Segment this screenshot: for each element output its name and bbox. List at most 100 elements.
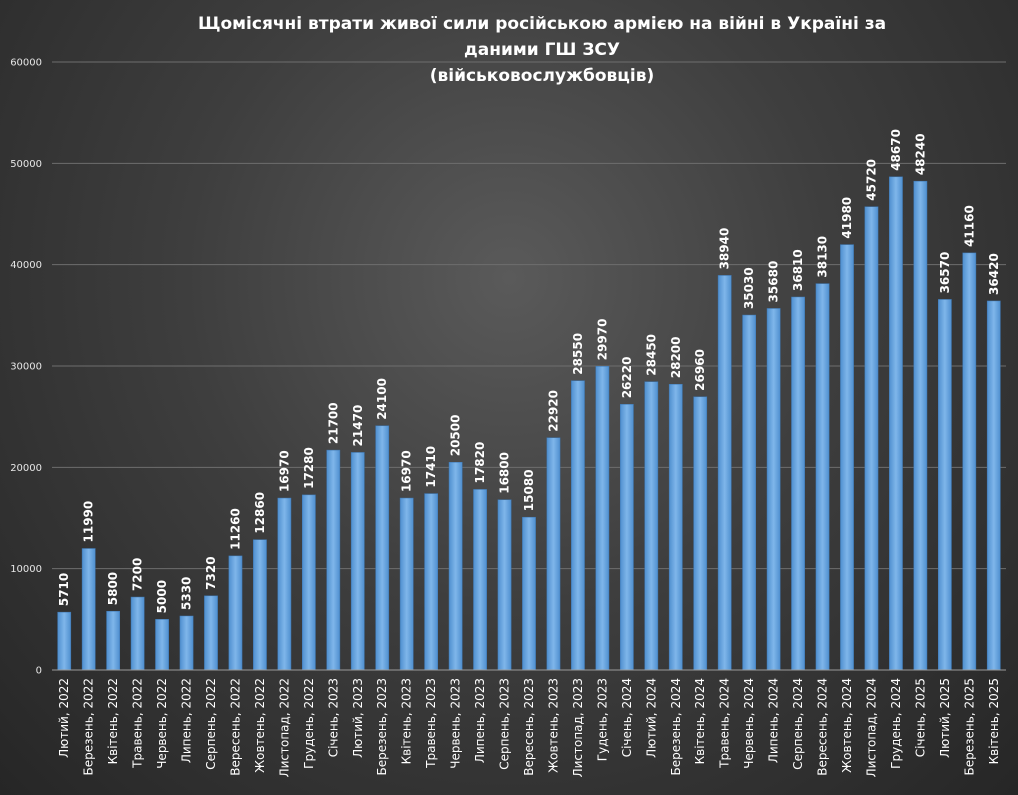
bar (228, 555, 243, 671)
bar (815, 283, 830, 671)
data-label: 16970 (400, 450, 414, 492)
x-tick-label: Лютий, 2023 (351, 678, 365, 758)
data-label: 5330 (180, 577, 194, 610)
data-label: 22920 (546, 390, 560, 432)
y-tick-label: 0 (36, 666, 42, 677)
data-label: 5800 (106, 572, 120, 605)
x-tick-label: Червень, 2023 (449, 678, 463, 769)
data-label: 38940 (718, 228, 732, 270)
bar (791, 296, 805, 671)
data-label: 7320 (204, 556, 218, 589)
bar (326, 449, 341, 671)
x-axis-ticks: Лютий, 2022 Березень, 2022 Квітень, 2022 Тр… (57, 678, 1001, 777)
bar (717, 275, 732, 671)
x-tick-label: Червень, 2024 (742, 678, 756, 769)
x-tick-label: Березень, 2023 (375, 678, 389, 775)
bar (522, 516, 536, 671)
x-tick-label: Січень, 2025 (913, 678, 927, 757)
x-tick-label: Квітень, 2023 (400, 678, 414, 764)
data-label: 29970 (595, 319, 609, 361)
x-tick-label: Грудень, 2024 (889, 678, 903, 769)
data-label: 24100 (375, 378, 389, 420)
data-label: 11990 (82, 501, 96, 543)
data-label: 28550 (571, 333, 585, 375)
x-tick-label: Березень, 2022 (82, 678, 96, 775)
y-tick-label: 10000 (10, 564, 42, 575)
data-label: 36810 (791, 249, 805, 291)
bar (962, 252, 977, 671)
data-label: 38130 (816, 236, 830, 278)
data-label: 36420 (987, 253, 1001, 295)
x-tick-label: Квітень, 2025 (987, 678, 1001, 764)
bar (693, 396, 708, 671)
x-tick-label: Серпень, 2022 (204, 678, 218, 770)
bar (106, 610, 121, 671)
x-tick-label: Травень, 2024 (718, 678, 732, 769)
x-tick-label: Жовтень, 2022 (253, 678, 267, 773)
bar (497, 499, 512, 671)
data-label: 35680 (767, 261, 781, 303)
bar (81, 548, 96, 671)
bar (546, 437, 561, 671)
data-label: 26220 (620, 357, 634, 399)
y-tick-label: 20000 (10, 463, 42, 474)
data-label: 17820 (473, 442, 487, 484)
x-tick-label: Липень, 2023 (473, 678, 487, 763)
x-tick-label: Липень, 2022 (180, 678, 194, 763)
x-tick-label: Вересень, 2024 (816, 678, 830, 776)
data-label: 45720 (864, 159, 878, 201)
bar (179, 615, 194, 671)
bar (742, 314, 757, 671)
data-label: 28450 (644, 334, 658, 376)
x-tick-label: Гудень, 2023 (595, 678, 609, 761)
bar (840, 244, 854, 671)
bar (595, 366, 610, 671)
x-tick-label: Травень, 2023 (424, 678, 438, 769)
bar (619, 404, 634, 671)
data-label: 35030 (742, 267, 756, 309)
bar (889, 176, 903, 671)
data-label: 21700 (326, 402, 340, 444)
data-label: 36570 (938, 252, 952, 294)
bar (350, 452, 365, 671)
x-tick-label: Квітень, 2022 (106, 678, 120, 764)
bar (473, 489, 487, 671)
data-label: 26960 (693, 349, 707, 391)
x-tick-label: Листопад, 2024 (864, 678, 878, 777)
x-tick-label: Лютий, 2024 (644, 678, 658, 758)
chart-title-line-1: Щомісячні втрати живої сили російською а… (198, 14, 886, 34)
bar (986, 300, 1001, 671)
bar (913, 180, 928, 671)
bar (864, 206, 879, 671)
x-tick-label: Березень, 2024 (669, 678, 683, 775)
data-label: 15080 (522, 469, 536, 511)
bar (644, 381, 659, 671)
x-tick-label: Грудень, 2022 (302, 678, 316, 769)
data-label: 20500 (449, 415, 463, 457)
bar (424, 493, 439, 671)
x-tick-label: Вересень, 2023 (522, 678, 536, 776)
x-tick-label: Листопад, 2023 (571, 678, 585, 777)
x-tick-label: Липень, 2024 (767, 678, 781, 763)
data-label: 11260 (228, 508, 242, 550)
data-label: 21470 (351, 405, 365, 447)
x-tick-label: Червень, 2022 (155, 678, 169, 769)
bar (375, 425, 390, 671)
x-tick-label: Листопад, 2022 (277, 678, 291, 777)
bar (253, 539, 267, 671)
data-label: 41160 (962, 205, 976, 247)
data-labels: 5710 11990 5800 7200 5000 5330 7320 11260 12860 1… (57, 129, 1001, 613)
y-tick-label: 50000 (10, 159, 42, 170)
data-label: 12860 (253, 492, 267, 534)
bar (130, 596, 145, 671)
x-tick-label: Серпень, 2023 (498, 678, 512, 770)
x-tick-label: Січень, 2023 (326, 678, 340, 757)
bar (204, 595, 218, 671)
x-tick-label: Лютий, 2022 (57, 678, 71, 758)
data-label: 5710 (57, 573, 71, 606)
bar (57, 611, 72, 671)
bar (448, 462, 463, 671)
data-label: 16800 (498, 452, 512, 494)
x-tick-label: Травень, 2022 (131, 678, 145, 769)
